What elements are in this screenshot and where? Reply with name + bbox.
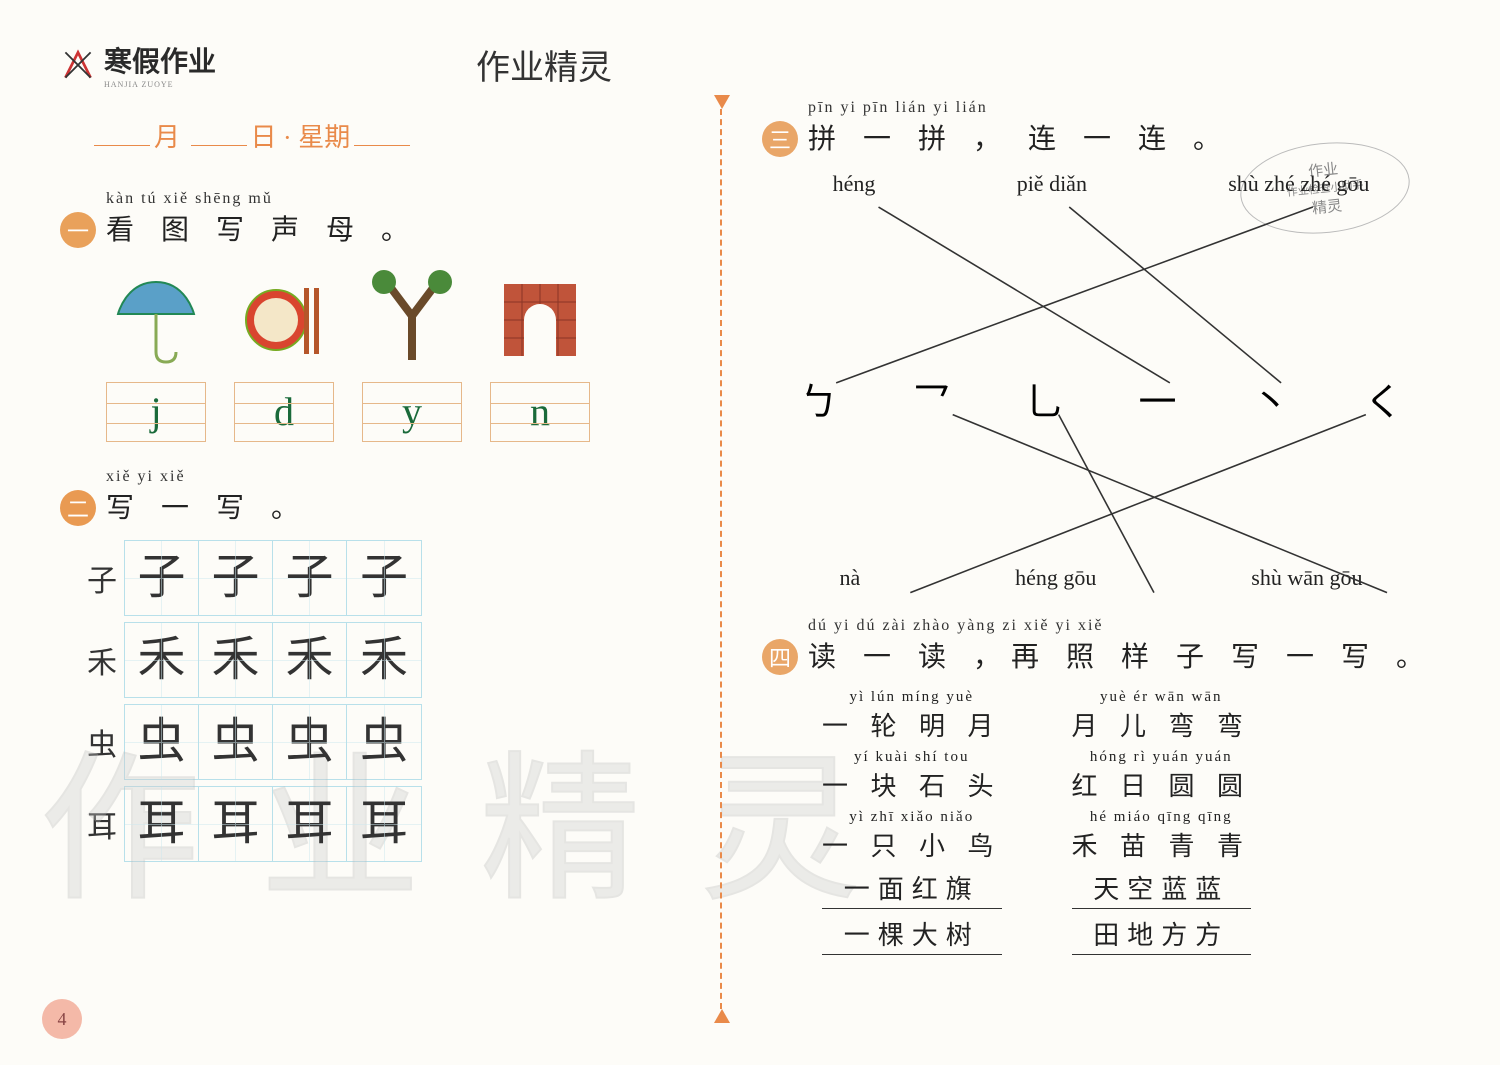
write-row: 禾禾禾禾禾: [80, 622, 660, 698]
logo-subtitle: HANJIA ZUOYE: [104, 80, 216, 89]
phrase-item: yì zhī xiǎo niǎo一 只 小 鸟: [822, 809, 1002, 863]
write-cell[interactable]: 禾: [199, 623, 273, 697]
logo: 寒假作业 HANJIA ZUOYE: [60, 40, 216, 89]
answer-box-4[interactable]: n: [490, 382, 590, 442]
logo-icon: [60, 47, 96, 83]
match-lines: [762, 171, 1440, 616]
phrase-item: 一棵大树: [822, 915, 1002, 955]
matching-area: héngpiě diǎnshù zhé zhé gōu ㄅ乛乚一丶く nàhén…: [762, 171, 1440, 591]
ex1-hanzi: 看 图 写 声 母 。: [106, 208, 419, 248]
write-cell[interactable]: 禾: [273, 623, 347, 697]
answer-box-3[interactable]: y: [362, 382, 462, 442]
exercise-2: 二 xiě yi xiě 写 一 写 。 子子子子子禾禾禾禾禾虫虫虫虫虫耳耳耳耳…: [60, 468, 660, 862]
bullet-1: 一: [60, 212, 96, 248]
exercise-3: 三 pīn yi pīn lián yi lián 拼 一 拼 ， 连 一 连 …: [762, 99, 1440, 591]
page-header: 寒假作业 HANJIA ZUOYE 作业精灵: [60, 40, 1440, 89]
phrase-item: yí kuài shí tou一 块 石 头: [822, 749, 1002, 803]
write-cell[interactable]: 子: [125, 541, 199, 615]
bullet-2: 二: [60, 490, 96, 526]
phrase-item: 天空蓝蓝: [1072, 869, 1252, 909]
write-cell[interactable]: 虫: [125, 705, 199, 779]
ex2-pinyin: xiě yi xiě: [106, 468, 309, 486]
exercise-1: 一 kàn tú xiě shēng mǔ 看 图 写 声 母 。: [60, 190, 660, 442]
phrase-item: yì lún míng yuè一 轮 明 月: [822, 689, 1002, 743]
write-cell[interactable]: 虫: [273, 705, 347, 779]
ex4-pinyin: dú yi dú zài zhào yàng zi xiě yi xiě: [808, 617, 1434, 635]
write-row: 子子子子子: [80, 540, 660, 616]
write-cell[interactable]: 子: [273, 541, 347, 615]
write-cell[interactable]: 耳: [199, 787, 273, 861]
write-cell[interactable]: 禾: [125, 623, 199, 697]
answer-box-1[interactable]: j: [106, 382, 206, 442]
bullet-4: 四: [762, 639, 798, 675]
write-cell[interactable]: 耳: [273, 787, 347, 861]
date-line: 月 日 · 星期: [90, 117, 660, 154]
write-row-label: 耳: [80, 802, 124, 846]
write-cell[interactable]: 禾: [347, 623, 421, 697]
page-number: 4: [42, 999, 82, 1039]
title-script: 作业精灵: [476, 40, 612, 89]
phrase-item: 田地方方: [1072, 915, 1252, 955]
write-cell[interactable]: 虫: [199, 705, 273, 779]
write-cell[interactable]: 虫: [347, 705, 421, 779]
ex3-hanzi: 拼 一 拼 ， 连 一 连 。: [808, 117, 1231, 157]
column-divider: [720, 99, 722, 1019]
write-cell[interactable]: 耳: [125, 787, 199, 861]
left-column: 月 日 · 星期 一 kàn tú xiě shēng mǔ 看 图 写 声 母…: [60, 99, 700, 1019]
write-row-label: 禾: [80, 638, 124, 682]
phrase-item: yuè ér wān wān月 儿 弯 弯: [1072, 689, 1252, 743]
ex2-hanzi: 写 一 写 。: [106, 486, 309, 526]
write-row-label: 子: [80, 556, 124, 600]
logo-text: 寒假作业: [104, 40, 216, 80]
umbrella-icon: [106, 270, 206, 370]
ex1-pinyin: kàn tú xiě shēng mǔ: [106, 190, 419, 208]
write-cell[interactable]: 耳: [347, 787, 421, 861]
bullet-3: 三: [762, 121, 798, 157]
write-row: 虫虫虫虫虫: [80, 704, 660, 780]
right-column: 作业 作业检查小助手 精灵 三 pīn yi pīn lián yi lián …: [742, 99, 1440, 1019]
branch-icon: [362, 270, 462, 370]
answer-box-2[interactable]: d: [234, 382, 334, 442]
gate-icon: [490, 270, 590, 370]
ex3-pinyin: pīn yi pīn lián yi lián: [808, 99, 1231, 117]
phrase-item: hé miáo qīng qīng禾 苗 青 青: [1072, 809, 1252, 863]
exercise-4: 四 dú yi dú zài zhào yàng zi xiě yi xiě 读…: [762, 617, 1440, 955]
write-row: 耳耳耳耳耳: [80, 786, 660, 862]
ex4-hanzi: 读 一 读 ，再 照 样 子 写 一 写 。: [808, 635, 1434, 675]
phrase-item: hóng rì yuán yuán红 日 圆 圆: [1072, 749, 1252, 803]
phrase-item: 一面红旗: [822, 869, 1002, 909]
write-row-label: 虫: [80, 720, 124, 764]
drum-icon: [234, 270, 334, 370]
write-cell[interactable]: 子: [199, 541, 273, 615]
write-cell[interactable]: 子: [347, 541, 421, 615]
